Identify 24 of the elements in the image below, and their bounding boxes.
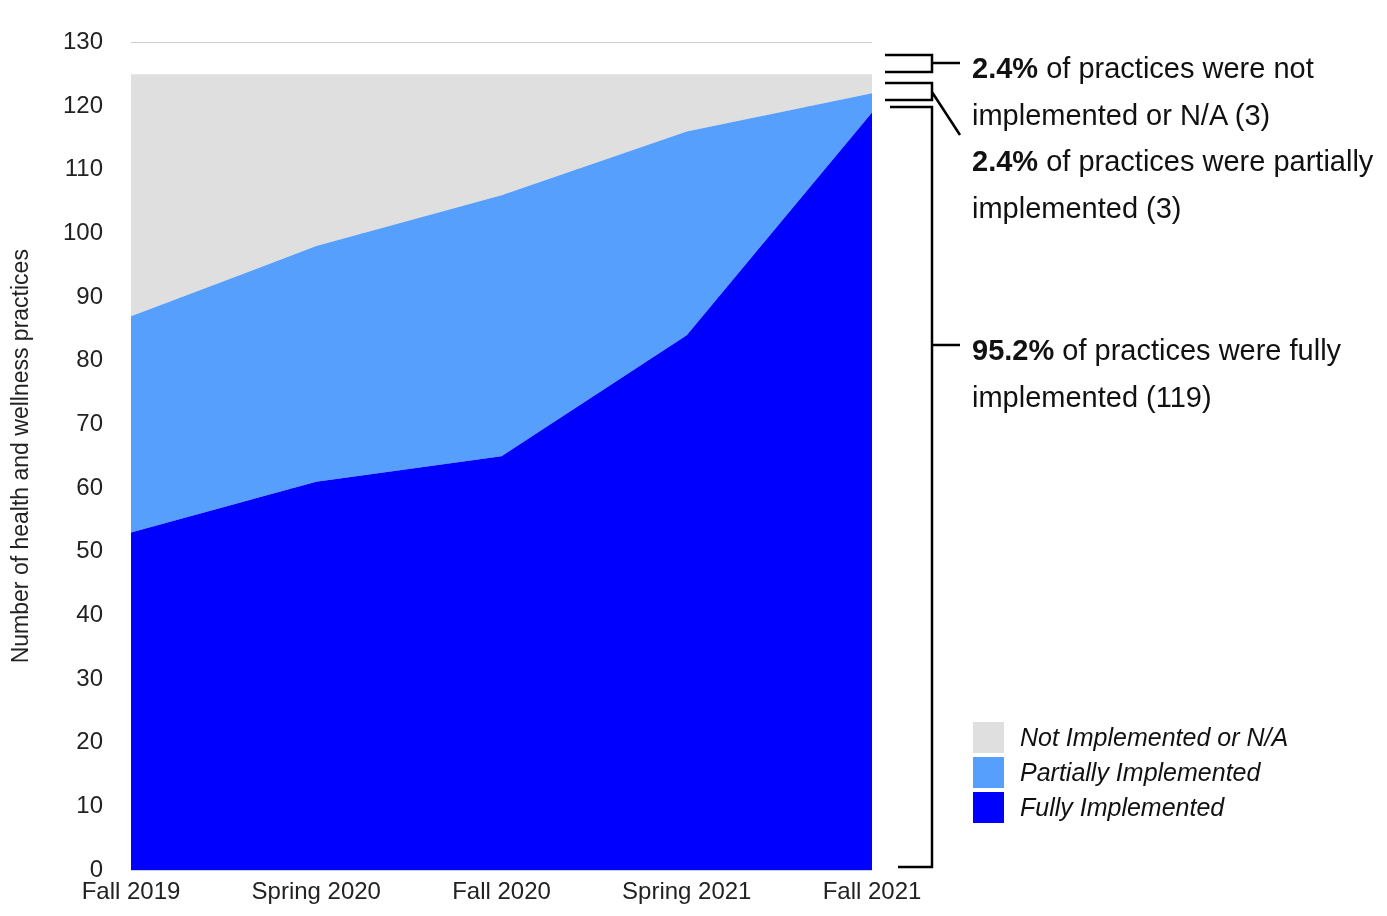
y-tick-label: 90 [76, 281, 103, 309]
y-tick-label: 10 [76, 790, 103, 818]
x-tick-label: Spring 2020 [251, 877, 381, 905]
text: 2.4% of practices were partially implemented (3) [972, 144, 1375, 226]
y-tick-label: 60 [76, 472, 103, 500]
y-tick-label: 70 [76, 408, 103, 436]
y-tick-label: 110 [64, 154, 103, 182]
y-tick-label: 30 [76, 663, 103, 691]
y-tick-label: 80 [76, 345, 103, 373]
y-tick-label: 130 [62, 27, 103, 55]
y-axis-title: Number of health and wellness practices [7, 249, 34, 664]
y-tick-label: 120 [62, 90, 103, 118]
legend-label: Fully Implemented [1019, 792, 1226, 823]
x-tick-label: Fall 2021 [822, 877, 922, 905]
x-tick-label: Fall 2020 [452, 877, 551, 905]
legend-label: Partially Implemented [1019, 757, 1262, 788]
y-tick-label: 40 [76, 599, 103, 627]
y-tick-label: 100 [62, 218, 103, 246]
y-tick-label: 20 [76, 727, 103, 755]
legend-label: Not Implemented or N/A [1019, 722, 1289, 753]
text: 2.4% of practices were not implemented or N/A (3) [972, 51, 1315, 133]
text: 95.2% of practices were fully implemented (119) [972, 333, 1343, 415]
x-tick-label: Spring 2021 [622, 877, 752, 905]
y-tick-label: 50 [76, 536, 103, 564]
